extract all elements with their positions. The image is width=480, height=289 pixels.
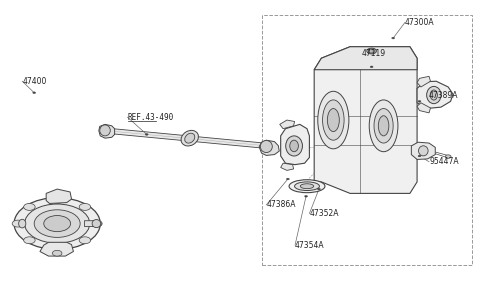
Text: REF.43-490: REF.43-490 (128, 113, 174, 122)
Circle shape (33, 92, 36, 94)
Ellipse shape (419, 146, 428, 156)
Circle shape (79, 203, 91, 210)
Circle shape (91, 220, 102, 227)
Text: 95447A: 95447A (429, 157, 459, 166)
Polygon shape (46, 189, 72, 203)
Ellipse shape (290, 140, 299, 152)
Ellipse shape (289, 180, 325, 193)
Text: 47119: 47119 (362, 49, 386, 58)
Circle shape (418, 155, 421, 157)
Polygon shape (417, 103, 431, 113)
Circle shape (34, 210, 80, 237)
Circle shape (79, 237, 91, 244)
Circle shape (318, 188, 321, 190)
Text: 47300A: 47300A (405, 18, 435, 27)
Polygon shape (417, 81, 453, 109)
Polygon shape (314, 47, 417, 193)
Circle shape (445, 155, 451, 158)
Polygon shape (99, 124, 115, 138)
Circle shape (305, 195, 308, 197)
Ellipse shape (430, 90, 437, 100)
Ellipse shape (100, 125, 110, 136)
Ellipse shape (367, 48, 376, 54)
Ellipse shape (318, 91, 349, 149)
Circle shape (14, 198, 100, 249)
Polygon shape (417, 76, 431, 87)
Polygon shape (280, 120, 295, 129)
Circle shape (370, 66, 373, 68)
Ellipse shape (378, 116, 389, 136)
Circle shape (44, 216, 71, 232)
Circle shape (145, 134, 148, 135)
Polygon shape (281, 124, 310, 165)
Ellipse shape (300, 184, 314, 189)
Text: 47354A: 47354A (295, 241, 324, 250)
Polygon shape (314, 47, 417, 70)
Ellipse shape (19, 219, 26, 228)
Ellipse shape (323, 100, 344, 140)
Polygon shape (259, 140, 279, 155)
Text: 47400: 47400 (22, 77, 47, 86)
Ellipse shape (427, 86, 441, 104)
Ellipse shape (286, 136, 302, 156)
Polygon shape (281, 163, 294, 171)
Circle shape (24, 204, 90, 243)
Ellipse shape (374, 109, 393, 143)
Circle shape (52, 250, 62, 256)
Circle shape (392, 37, 395, 39)
Text: 47386A: 47386A (266, 200, 296, 210)
Ellipse shape (295, 182, 320, 190)
Circle shape (287, 178, 289, 180)
Circle shape (418, 101, 421, 102)
Text: 47389A: 47389A (429, 91, 458, 100)
Polygon shape (104, 128, 274, 149)
Ellipse shape (369, 100, 398, 152)
Circle shape (368, 49, 375, 53)
Ellipse shape (181, 130, 198, 146)
Ellipse shape (260, 140, 272, 153)
Circle shape (51, 244, 63, 251)
Text: 47352A: 47352A (310, 209, 339, 218)
Circle shape (24, 237, 35, 244)
Polygon shape (40, 242, 73, 256)
Circle shape (12, 220, 24, 227)
Circle shape (51, 197, 63, 203)
Circle shape (24, 203, 35, 210)
Polygon shape (84, 221, 101, 227)
Ellipse shape (185, 133, 195, 143)
Polygon shape (411, 142, 435, 160)
Ellipse shape (327, 109, 339, 131)
Ellipse shape (92, 220, 101, 228)
